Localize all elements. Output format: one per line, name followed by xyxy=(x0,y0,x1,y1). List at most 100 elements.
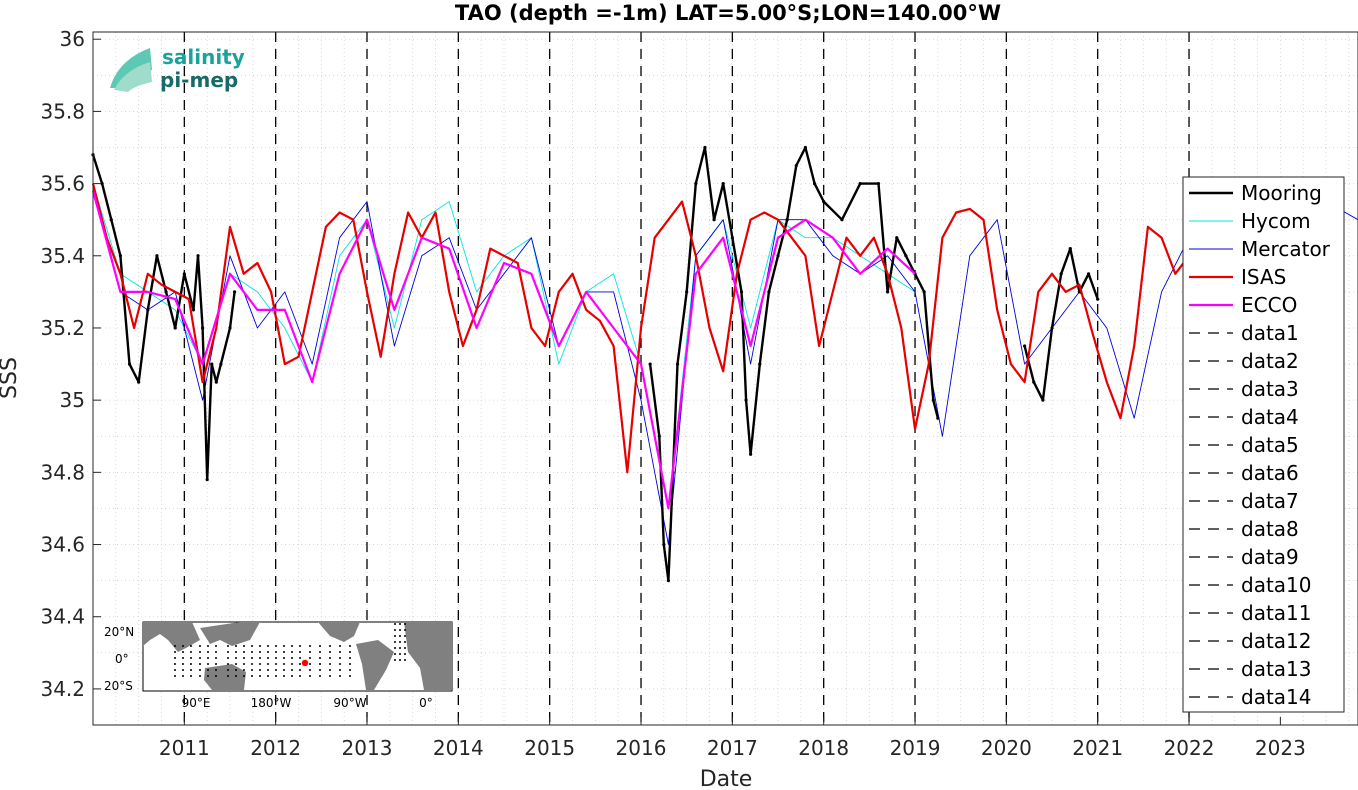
logo-wave-icon xyxy=(110,48,152,88)
buoy-dot xyxy=(283,651,285,653)
buoy-dot xyxy=(243,669,245,671)
inset-map: 20°N 0° 20°S 90°E 180°W 90°W 0° xyxy=(104,621,453,710)
y-tick-label: 34.8 xyxy=(40,460,85,484)
buoy-dot xyxy=(235,675,237,677)
x-tick-label: 2015 xyxy=(524,736,575,760)
buoy-dot xyxy=(309,645,311,647)
legend-label: data8 xyxy=(1241,517,1299,541)
buoy-dot xyxy=(182,645,184,647)
data-point-mooring xyxy=(210,362,214,366)
buoy-dot xyxy=(394,659,396,661)
data-point-mooring xyxy=(904,254,908,258)
buoy-dot xyxy=(329,675,331,677)
y-tick-label: 35.4 xyxy=(40,244,85,268)
data-point-mooring xyxy=(137,380,141,384)
buoy-dot xyxy=(215,657,217,659)
legend-label: data3 xyxy=(1241,377,1299,401)
buoy-dot xyxy=(394,635,396,637)
legend-label: Mooring xyxy=(1241,181,1322,205)
legend-entry: data9 xyxy=(1189,545,1299,569)
data-point-mooring xyxy=(858,181,862,186)
buoy-dot xyxy=(404,623,406,625)
legend-label: data4 xyxy=(1241,405,1299,429)
buoy-dot xyxy=(329,669,331,671)
data-point-mooring xyxy=(794,163,798,168)
logo-line2: pi-mep xyxy=(160,68,238,92)
south-america-landmass xyxy=(356,640,394,690)
data-point-mooring xyxy=(127,362,132,366)
data-point-mooring xyxy=(648,362,652,366)
y-tick-label: 34.6 xyxy=(40,533,85,557)
data-point-mooring xyxy=(228,326,232,330)
buoy-dot xyxy=(267,675,269,677)
data-point-mooring xyxy=(744,398,748,402)
buoy-dot xyxy=(404,641,406,643)
data-point-mooring xyxy=(1023,344,1027,348)
buoy-dot xyxy=(251,657,253,659)
buoy-dot xyxy=(174,669,176,671)
data-point-mooring xyxy=(822,200,826,204)
buoy-dot xyxy=(399,647,401,649)
buoy-dot xyxy=(190,675,192,677)
data-point-mooring xyxy=(776,254,780,258)
buoy-dot xyxy=(199,645,201,647)
buoy-dot xyxy=(299,651,301,653)
data-point-mooring xyxy=(694,181,698,186)
legend-entry: data2 xyxy=(1189,349,1299,373)
buoy-dot xyxy=(207,663,209,665)
buoy-dot xyxy=(259,675,261,677)
buoy-dot xyxy=(275,645,277,647)
buoy-dot xyxy=(243,645,245,647)
buoy-dot xyxy=(215,651,217,653)
buoy-dot xyxy=(394,647,396,649)
legend-entry: data7 xyxy=(1189,489,1299,513)
buoy-dot xyxy=(309,669,311,671)
x-tick-label: 2020 xyxy=(981,736,1032,760)
data-point-mooring xyxy=(931,398,935,402)
series-line-isas xyxy=(91,183,1190,474)
series-layer xyxy=(91,145,1358,583)
buoy-dot xyxy=(329,651,331,653)
buoy-dot xyxy=(299,663,301,665)
data-point-mooring xyxy=(164,290,168,294)
data-point-mooring xyxy=(739,290,744,294)
data-point-mooring xyxy=(749,452,753,456)
data-point-mooring xyxy=(196,254,200,258)
buoy-dot xyxy=(291,669,293,671)
buoy-dot xyxy=(227,657,229,659)
buoy-dot xyxy=(227,645,229,647)
buoy-dot xyxy=(291,663,293,665)
buoy-dot xyxy=(275,657,277,659)
buoy-dot xyxy=(199,663,201,665)
data-point-mooring xyxy=(232,290,237,294)
legend-entry: data12 xyxy=(1189,629,1312,653)
x-tick-label: 2012 xyxy=(250,736,301,760)
x-tick-label: 2023 xyxy=(1255,736,1306,760)
data-point-mooring xyxy=(936,416,940,420)
buoy-dot xyxy=(399,659,401,661)
buoy-dot xyxy=(199,657,201,659)
buoy-dot xyxy=(349,657,351,659)
map-lat-label-0: 0° xyxy=(115,652,129,666)
buoy-dot xyxy=(349,651,351,653)
salinity-pimep-logo: salinity pi-mep xyxy=(110,45,245,92)
buoy-dot xyxy=(319,669,321,671)
chart-title: TAO (depth =-1m) LAT=5.00°S;LON=140.00°W xyxy=(455,1,1001,25)
legend-label: data12 xyxy=(1241,629,1312,653)
buoy-dot xyxy=(404,647,406,649)
legend-entry: data3 xyxy=(1189,377,1299,401)
data-point-mooring xyxy=(219,362,223,366)
buoy-dot xyxy=(283,663,285,665)
buoy-dot xyxy=(339,651,341,653)
data-point-mooring xyxy=(155,254,159,258)
legend-label: data14 xyxy=(1241,685,1312,709)
buoy-dot xyxy=(319,645,321,647)
y-tick-label: 34.2 xyxy=(40,677,85,701)
buoy-dot xyxy=(259,657,261,659)
data-point-mooring xyxy=(895,236,899,240)
legend-entry: data8 xyxy=(1189,517,1299,541)
legend-entry: Mercator xyxy=(1189,237,1331,261)
buoy-dot xyxy=(404,635,406,637)
data-point-mooring xyxy=(703,145,707,150)
data-point-mooring xyxy=(191,308,196,312)
